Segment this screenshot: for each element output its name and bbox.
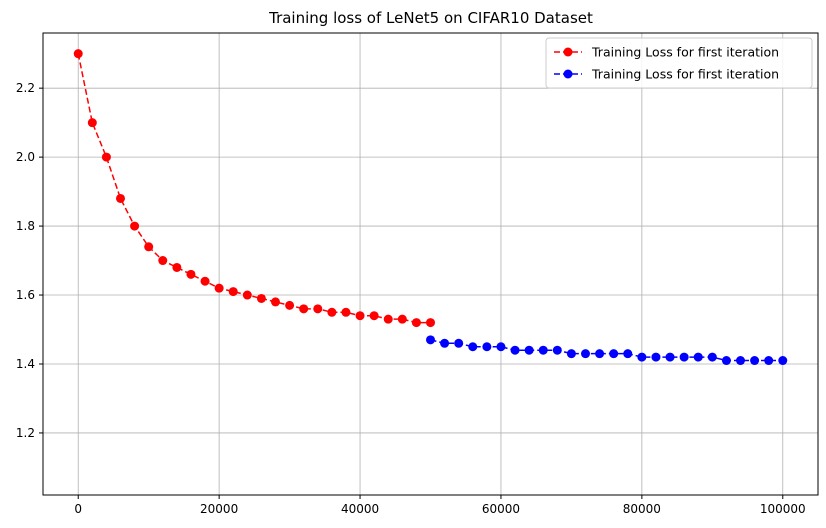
x-tick-label: 60000 (482, 502, 520, 516)
data-point (172, 262, 182, 272)
data-point (665, 352, 675, 362)
data-point (552, 345, 562, 355)
data-point (482, 342, 492, 352)
legend-box (545, 37, 813, 89)
legend-swatch-marker (563, 69, 573, 79)
data-point (327, 307, 337, 317)
legend-label: Training Loss for first iteration (591, 67, 779, 82)
plot-frame (42, 32, 819, 496)
y-tick-label: 2.2 (16, 81, 35, 95)
y-tick-label: 1.4 (16, 357, 35, 371)
x-tick-label: 80000 (623, 502, 661, 516)
x-tick-label: 40000 (341, 502, 379, 516)
data-point (101, 152, 111, 162)
series-1 (73, 49, 435, 328)
chart-title: Training loss of LeNet5 on CIFAR10 Datas… (268, 9, 593, 27)
series-line (77, 53, 431, 324)
data-point (242, 290, 252, 300)
data-point (538, 345, 548, 355)
data-point (623, 349, 633, 359)
data-point (271, 297, 280, 307)
data-point (144, 242, 154, 252)
data-point (256, 293, 266, 303)
y-tick-label: 1.8 (16, 219, 35, 233)
data-point (426, 318, 435, 328)
data-point (355, 311, 365, 321)
data-point (397, 314, 407, 324)
grid (43, 33, 818, 495)
data-point (609, 349, 619, 359)
data-point (299, 304, 309, 314)
data-point (693, 352, 703, 362)
data-point (313, 304, 323, 314)
data-point (369, 311, 379, 321)
data-point (595, 349, 605, 359)
data-point (750, 356, 760, 366)
x-tick-label: 0 (74, 502, 82, 516)
data-point (524, 345, 534, 355)
data-point (707, 352, 717, 362)
x-tick-label: 100000 (760, 502, 806, 516)
data-point (440, 338, 450, 348)
data-point (186, 269, 196, 279)
data-point (285, 300, 295, 310)
legend-label: Training Loss for first iteration (591, 45, 779, 60)
y-tick-label: 1.6 (16, 288, 35, 302)
data-point (637, 352, 647, 362)
data-point (651, 352, 661, 362)
data-point (778, 356, 788, 366)
data-point (736, 356, 745, 366)
x-tick-label: 20000 (200, 502, 238, 516)
axis-ticks: 0 20000 40000 60000 80000 100000 1.2 1.4 1.6 1.8 2… (16, 81, 806, 516)
data-point (411, 318, 421, 328)
series-layer (73, 49, 788, 366)
data-point (426, 335, 435, 345)
data-point (721, 356, 731, 366)
data-point (87, 118, 97, 128)
data-point (581, 349, 590, 359)
data-point (341, 307, 351, 317)
data-point (679, 352, 689, 362)
data-point (228, 287, 238, 297)
data-point (510, 345, 520, 355)
data-point (468, 342, 478, 352)
legend-swatch-marker (563, 47, 573, 57)
data-point (73, 49, 83, 59)
data-point (130, 221, 140, 231)
data-point (200, 276, 210, 286)
y-tick-label: 2.0 (16, 150, 35, 164)
data-point (454, 338, 464, 348)
data-point (566, 349, 576, 359)
legend: Training Loss for first iteration Trainin… (545, 37, 813, 89)
series-line (430, 339, 783, 362)
data-point (116, 193, 125, 203)
data-point (764, 356, 774, 366)
data-point (383, 314, 393, 324)
y-tick-label: 1.2 (16, 426, 35, 440)
data-point (496, 342, 506, 352)
series-2 (426, 335, 788, 366)
data-point (158, 256, 168, 266)
data-point (214, 283, 224, 293)
